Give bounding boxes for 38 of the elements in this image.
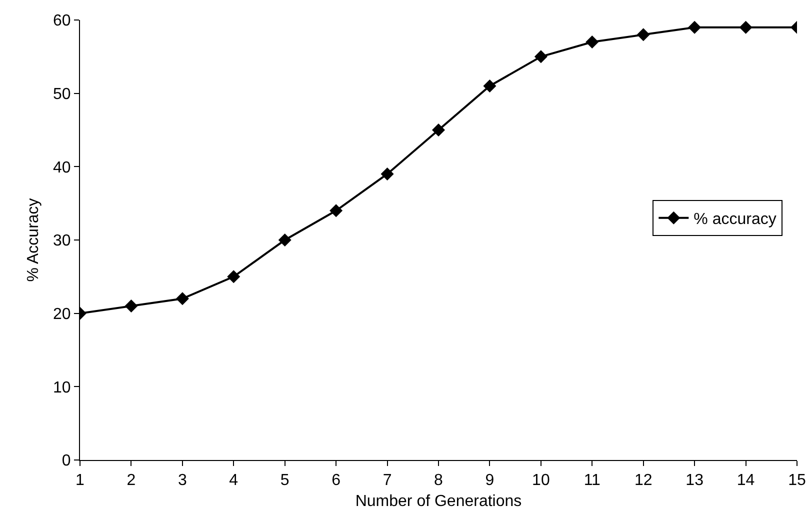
x-tick-label: 5 xyxy=(280,472,290,490)
x-tick-label: 2 xyxy=(126,472,136,490)
point xyxy=(483,80,496,92)
point xyxy=(330,204,343,218)
point xyxy=(739,20,752,34)
y-tick-label: 30 xyxy=(53,232,71,250)
legend-label: % accuracy xyxy=(694,211,776,228)
y-tick-label: 10 xyxy=(53,379,71,396)
y-tick-label: 40 xyxy=(53,159,71,176)
x-tick-label: 14 xyxy=(736,472,755,490)
x-tick-label: 13 xyxy=(686,472,704,490)
y-axis-title: % Accuracy xyxy=(24,198,42,282)
x-tick-label: 7 xyxy=(382,472,392,490)
x-tick-label: 9 xyxy=(485,472,494,490)
point xyxy=(227,270,240,284)
x-tick-label: 1 xyxy=(76,472,85,490)
y-tick-label: 0 xyxy=(62,452,71,470)
point xyxy=(380,168,394,180)
x-tick-label: 10 xyxy=(532,472,550,490)
point xyxy=(586,36,599,48)
x-tick-label: 8 xyxy=(434,472,444,490)
x-tick-label: 4 xyxy=(229,472,238,490)
y-tick-label: 60 xyxy=(53,12,71,30)
x-tick-label: 15 xyxy=(788,472,806,490)
x-axis-title: Number of Generations xyxy=(355,492,522,510)
point xyxy=(176,292,189,306)
y-tick-label: 20 xyxy=(53,306,71,323)
point xyxy=(432,124,445,136)
x-tick-label: 6 xyxy=(332,472,341,490)
x-tick-label: 11 xyxy=(584,472,601,490)
point xyxy=(636,28,650,42)
y-tick-label: 50 xyxy=(53,86,71,103)
x-tick-label: 12 xyxy=(634,472,652,490)
x-tick-label: 3 xyxy=(178,472,187,490)
point xyxy=(124,300,138,312)
point xyxy=(534,50,548,64)
point xyxy=(278,234,292,246)
point xyxy=(688,20,702,34)
